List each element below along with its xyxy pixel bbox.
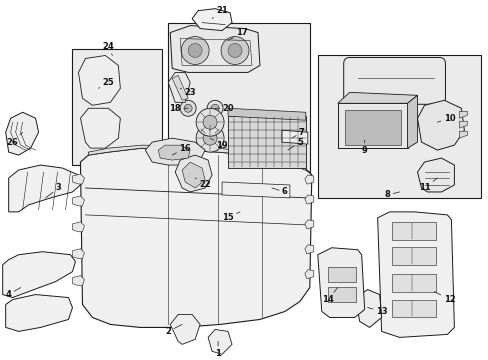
Text: 26: 26 bbox=[7, 132, 22, 147]
Bar bbox=[337, 103, 407, 148]
Text: 23: 23 bbox=[180, 88, 196, 97]
Bar bbox=[391, 274, 436, 292]
Circle shape bbox=[184, 104, 192, 112]
Polygon shape bbox=[168, 72, 190, 102]
Bar bbox=[327, 287, 355, 302]
Bar bbox=[317, 55, 480, 198]
Polygon shape bbox=[78, 55, 120, 105]
Polygon shape bbox=[355, 289, 381, 328]
Text: 25: 25 bbox=[98, 78, 114, 88]
Text: 2: 2 bbox=[165, 324, 182, 336]
Polygon shape bbox=[182, 162, 204, 188]
Text: 12: 12 bbox=[433, 292, 454, 304]
FancyBboxPatch shape bbox=[343, 58, 445, 104]
Polygon shape bbox=[458, 111, 467, 118]
Polygon shape bbox=[72, 222, 84, 232]
Polygon shape bbox=[458, 131, 467, 138]
Text: 4: 4 bbox=[6, 288, 20, 299]
Polygon shape bbox=[72, 174, 84, 184]
Text: 16: 16 bbox=[172, 144, 191, 155]
Polygon shape bbox=[175, 155, 212, 192]
Polygon shape bbox=[145, 138, 204, 165]
Circle shape bbox=[181, 37, 209, 64]
Polygon shape bbox=[417, 100, 464, 150]
Text: 7: 7 bbox=[291, 128, 304, 138]
Text: 20: 20 bbox=[215, 104, 233, 113]
Circle shape bbox=[207, 100, 223, 116]
Text: 3: 3 bbox=[45, 184, 61, 198]
Polygon shape bbox=[6, 112, 39, 155]
Polygon shape bbox=[304, 220, 313, 229]
Polygon shape bbox=[2, 252, 75, 298]
Bar bbox=[391, 247, 436, 265]
Text: 13: 13 bbox=[367, 307, 386, 316]
Text: 19: 19 bbox=[210, 138, 227, 150]
Circle shape bbox=[227, 44, 242, 58]
Polygon shape bbox=[192, 9, 232, 31]
Polygon shape bbox=[81, 148, 311, 328]
Polygon shape bbox=[88, 145, 311, 175]
Circle shape bbox=[203, 131, 217, 145]
Text: 15: 15 bbox=[222, 212, 240, 222]
Polygon shape bbox=[304, 270, 313, 279]
Text: 21: 21 bbox=[212, 6, 227, 19]
Bar bbox=[72, 49, 162, 165]
Text: 8: 8 bbox=[384, 190, 399, 199]
Text: 11: 11 bbox=[418, 178, 437, 193]
Circle shape bbox=[196, 124, 224, 152]
Text: 17: 17 bbox=[227, 28, 247, 41]
Polygon shape bbox=[227, 108, 305, 120]
Polygon shape bbox=[458, 121, 467, 128]
Circle shape bbox=[188, 44, 202, 58]
Circle shape bbox=[180, 100, 196, 116]
Polygon shape bbox=[6, 294, 72, 332]
Text: 6: 6 bbox=[271, 188, 287, 197]
Polygon shape bbox=[222, 182, 289, 198]
Bar bbox=[344, 110, 400, 145]
Bar bbox=[327, 267, 355, 282]
Polygon shape bbox=[281, 130, 307, 144]
Bar bbox=[227, 116, 305, 168]
Polygon shape bbox=[170, 315, 200, 345]
Polygon shape bbox=[72, 249, 84, 259]
Polygon shape bbox=[317, 248, 364, 318]
Bar bbox=[391, 222, 436, 240]
Polygon shape bbox=[208, 329, 232, 354]
Polygon shape bbox=[9, 165, 81, 212]
Circle shape bbox=[221, 37, 248, 64]
Polygon shape bbox=[158, 145, 190, 160]
Polygon shape bbox=[170, 26, 260, 72]
Bar bbox=[391, 300, 436, 318]
Polygon shape bbox=[337, 92, 417, 103]
Polygon shape bbox=[417, 158, 453, 192]
Polygon shape bbox=[172, 75, 188, 100]
Polygon shape bbox=[72, 276, 84, 285]
Polygon shape bbox=[72, 196, 84, 206]
Text: 1: 1 bbox=[215, 341, 221, 358]
Polygon shape bbox=[304, 245, 313, 254]
Text: 22: 22 bbox=[195, 178, 210, 189]
Polygon shape bbox=[304, 195, 313, 204]
Text: 10: 10 bbox=[437, 114, 454, 123]
Text: 18: 18 bbox=[169, 104, 188, 113]
Polygon shape bbox=[407, 95, 417, 148]
Text: 5: 5 bbox=[287, 138, 302, 150]
Circle shape bbox=[203, 115, 217, 129]
Text: 24: 24 bbox=[102, 42, 114, 55]
Circle shape bbox=[196, 108, 224, 136]
Text: 14: 14 bbox=[321, 288, 337, 304]
Polygon shape bbox=[81, 108, 120, 148]
Circle shape bbox=[211, 104, 219, 112]
Polygon shape bbox=[377, 212, 453, 337]
Bar bbox=[168, 23, 309, 218]
Text: 9: 9 bbox=[361, 140, 367, 154]
Polygon shape bbox=[304, 175, 313, 184]
